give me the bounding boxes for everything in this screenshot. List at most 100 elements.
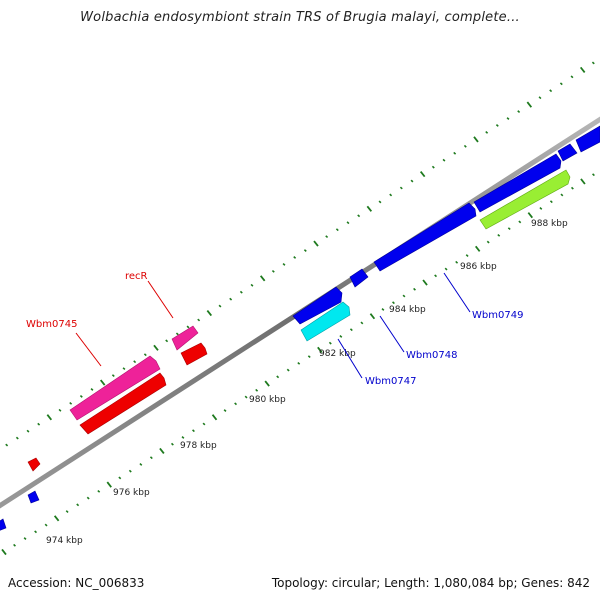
- upper-track-minor-tick: [271, 269, 275, 273]
- upper-track-minor-tick: [399, 186, 403, 190]
- upper-track-minor-tick: [250, 283, 254, 287]
- lower-track-minor-tick: [434, 274, 438, 278]
- gene-label-wbm0747[interactable]: Wbm0747: [365, 376, 416, 387]
- upper-track-minor-tick: [111, 374, 115, 378]
- upper-track-minor-tick: [15, 436, 19, 440]
- lower-track-minor-tick: [139, 462, 143, 466]
- gene-wbm0748-arrow[interactable]: [349, 268, 369, 288]
- upper-track-minor-tick: [453, 151, 457, 155]
- upper-track-minor-tick: [335, 228, 339, 232]
- wbm0747-leader-line: [337, 338, 363, 379]
- lower-track-minor-tick: [13, 543, 16, 547]
- tick-label-982: 982 kbp: [319, 349, 356, 359]
- upper-track-minor-tick: [517, 110, 521, 114]
- lower-track-minor-tick: [549, 200, 553, 204]
- lower-track-major-tick: [580, 178, 586, 185]
- gene-arrow-blue-1[interactable]: [292, 286, 343, 325]
- lower-track-minor-tick: [234, 402, 238, 406]
- lower-track-minor-tick: [444, 267, 448, 271]
- upper-track-minor-tick: [559, 82, 563, 86]
- lower-track-minor-tick: [381, 308, 385, 311]
- lower-track-minor-tick: [592, 173, 595, 177]
- gene-arrow-blue-edge[interactable]: [0, 518, 7, 531]
- lower-track-minor-tick: [192, 429, 195, 433]
- upper-track-minor-tick: [69, 401, 73, 405]
- gene-arrow-green[interactable]: [479, 169, 571, 230]
- upper-track-minor-tick: [239, 290, 243, 294]
- lower-track-major-tick: [211, 414, 218, 421]
- lower-track-minor-tick: [349, 328, 353, 332]
- lower-track-minor-tick: [76, 503, 80, 507]
- tick-label-976: 976 kbp: [113, 488, 150, 498]
- lower-track-minor-tick: [118, 476, 122, 480]
- upper-track-minor-tick: [293, 256, 297, 259]
- upper-track-minor-tick: [122, 367, 126, 371]
- lower-track-minor-tick: [202, 422, 206, 426]
- upper-track-minor-tick: [90, 388, 94, 391]
- upper-track-minor-tick: [186, 325, 190, 329]
- gene-arrow-red-2[interactable]: [180, 342, 208, 366]
- gene-labels: recR Wbm0745 Wbm0747 Wbm0748 Wbm0749: [26, 271, 523, 387]
- upper-track-minor-tick: [26, 429, 30, 433]
- lower-track-minor-tick: [128, 469, 132, 473]
- upper-track-minor-tick: [431, 165, 435, 169]
- gene-recr-arrow[interactable]: [171, 325, 199, 351]
- upper-track-minor-tick: [357, 214, 361, 218]
- upper-track-minor-tick: [410, 179, 414, 183]
- upper-track-major-tick: [206, 309, 213, 317]
- gene-arrow-red-small[interactable]: [27, 457, 41, 472]
- gene-label-wbm0745[interactable]: Wbm0745: [26, 319, 77, 330]
- lower-track-minor-tick: [149, 456, 153, 460]
- gene-arrow-red-1[interactable]: [79, 372, 167, 435]
- upper-track-major-tick: [46, 414, 53, 421]
- gene-wbm0747-arrow[interactable]: [300, 301, 351, 342]
- upper-track-minor-tick: [442, 158, 446, 162]
- lower-track-minor-tick: [392, 301, 395, 305]
- lower-track-minor-tick: [286, 368, 290, 372]
- page-title: Wolbachia endosymbiont strain TRS of Bru…: [80, 10, 520, 25]
- gene-label-recr[interactable]: recR: [125, 271, 148, 282]
- gene-wbm0749-arrow[interactable]: [373, 202, 477, 272]
- gene-arrow-blue-2[interactable]: [473, 153, 562, 213]
- upper-track-major-tick: [366, 205, 373, 212]
- lower-track-minor-tick: [539, 206, 543, 210]
- accession-label: Accession: NC_006833: [8, 576, 145, 590]
- wbm0745-leader-line: [75, 332, 102, 367]
- lower-track-major-tick: [422, 279, 428, 286]
- tick-label-988: 988 kbp: [531, 219, 568, 229]
- upper-track-major-tick: [259, 275, 266, 282]
- upper-track-minor-tick: [197, 318, 201, 322]
- gene-arrow-blue-4[interactable]: [575, 125, 600, 153]
- upper-track-minor-tick: [325, 235, 329, 239]
- lower-track-minor-tick: [86, 496, 90, 500]
- upper-track-minor-tick: [463, 144, 467, 148]
- gene-label-wbm0749[interactable]: Wbm0749: [472, 310, 523, 321]
- lower-track-minor-tick: [181, 436, 185, 439]
- upper-track-minor-tick: [570, 75, 574, 79]
- genome-summary: Topology: circular; Length: 1,080,084 bp…: [271, 576, 590, 590]
- lower-track-minor-tick: [413, 287, 416, 291]
- lower-track-major-tick: [369, 313, 376, 320]
- upper-track-minor-tick: [37, 422, 41, 426]
- lower-track-minor-tick: [276, 375, 280, 379]
- upper-track-minor-tick: [143, 353, 147, 357]
- upper-track-minor-tick: [549, 89, 553, 93]
- lower-track-minor-tick: [497, 233, 501, 237]
- gene-label-wbm0748[interactable]: Wbm0748: [406, 350, 457, 361]
- tick-label-986: 986 kbp: [460, 262, 497, 272]
- tick-label-984: 984 kbp: [389, 305, 426, 315]
- lower-track-minor-tick: [507, 227, 511, 231]
- lower-track-minor-tick: [255, 388, 259, 392]
- lower-track-major-tick: [1, 548, 7, 556]
- gene-wbm0745-arrow[interactable]: [69, 355, 161, 421]
- gene-arrow-blue-small[interactable]: [27, 490, 40, 504]
- reverse-strand-genes: [27, 325, 208, 472]
- lower-track-minor-tick: [97, 489, 101, 493]
- wbm0748-leader-line: [379, 315, 405, 353]
- upper-track-minor-tick: [133, 360, 137, 364]
- lower-track-minor-tick: [328, 341, 332, 345]
- upper-track-minor-tick: [591, 61, 595, 65]
- gene-arrow-blue-3[interactable]: [557, 143, 578, 162]
- upper-track-minor-tick: [5, 443, 9, 447]
- lower-track-minor-tick: [223, 409, 227, 412]
